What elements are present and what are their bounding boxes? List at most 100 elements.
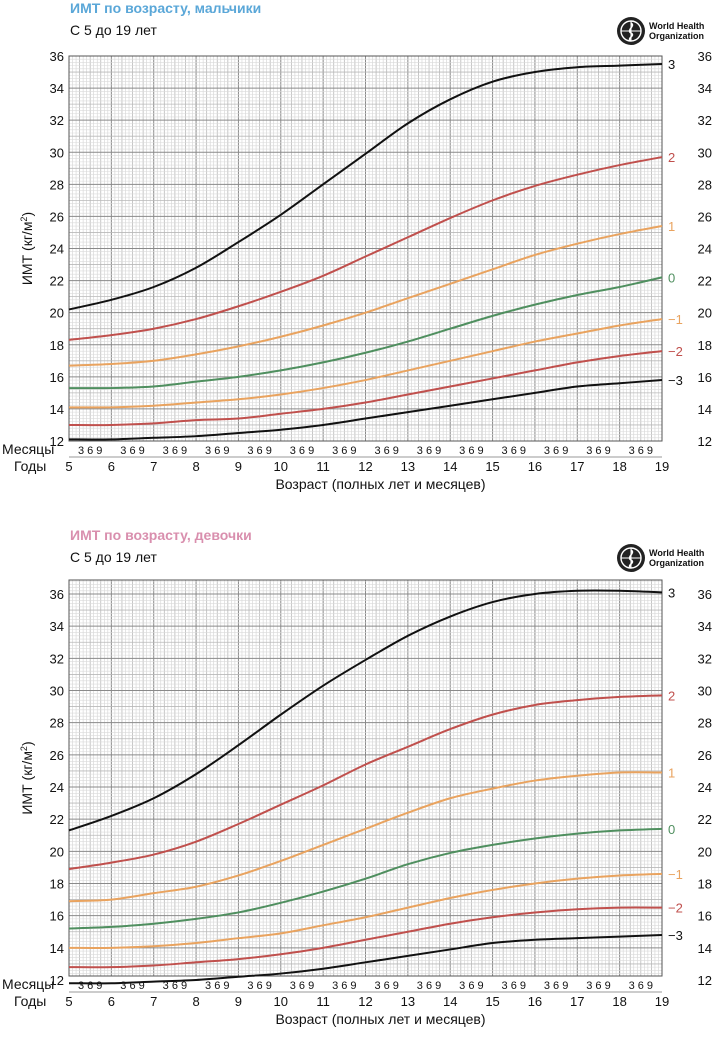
x-tick-label: 19 [655,994,669,1009]
y-tick-label-right: 36 [698,49,712,64]
month-ticks: 3 6 9 [332,980,356,992]
who-logo: World Health Organization [616,543,704,573]
month-ticks: 3 6 9 [163,445,187,457]
month-ticks: 3 6 9 [205,980,229,992]
y-tick-label-left: 24 [50,242,64,257]
y-axis-label: ИМТ (кг/м2) [19,741,35,814]
month-ticks: 3 6 9 [586,445,610,457]
series-label: −3 [668,373,683,388]
x-tick-label: 13 [401,459,415,474]
x-tick-label: 11 [316,459,330,474]
months-row-label: Месяцы [2,976,54,992]
x-tick-label: 9 [235,994,242,1009]
x-tick-label: 8 [192,459,199,474]
x-tick-label: 11 [316,994,330,1009]
y-tick-label-left: 36 [50,49,64,64]
series-label: −2 [668,344,683,359]
y-tick-label-left: 32 [50,651,64,666]
month-ticks: 3 6 9 [459,445,483,457]
y-tick-label-right: 14 [698,941,712,956]
series-label: −1 [668,867,683,882]
y-tick-label-right: 32 [698,113,712,128]
series-line-z1 [68,225,663,367]
series-line-z2 [68,694,663,871]
month-ticks: 3 6 9 [374,445,398,457]
y-tick-label-left: 36 [50,587,64,602]
series-label: 3 [668,585,675,600]
y-tick-label-left: 26 [50,748,64,763]
series-label: −3 [668,928,683,943]
x-tick-label: 10 [274,459,288,474]
who-logo-line1: World Health [649,21,705,31]
x-tick-label: 14 [443,459,457,474]
who-logo-line2: Organization [649,31,705,41]
y-tick-label-right: 20 [698,844,712,859]
y-tick-label-left: 14 [50,402,64,417]
x-tick-label: 15 [485,994,499,1009]
y-tick-label-left: 20 [50,844,64,859]
y-tick-label-left: 14 [50,941,64,956]
series-line-zminus1 [68,872,663,949]
chart-subtitle: С 5 до 19 лет [70,549,157,565]
y-tick-label-left: 18 [50,877,64,892]
y-tick-label-right: 34 [698,619,712,634]
series-label: −2 [668,901,683,916]
y-axis-label: ИМТ (кг/м2) [19,212,35,285]
years-row-label: Годы [14,458,46,474]
who-logo-line1: World Health [649,548,705,558]
x-tick-label: 10 [274,994,288,1009]
series-line-z3 [68,589,663,832]
y-tick-label-left: 24 [50,780,64,795]
y-tick-label-right: 22 [698,812,712,827]
x-tick-label: 5 [65,459,72,474]
month-ticks: 3 6 9 [544,980,568,992]
who-logo-text: World Health Organization [649,21,704,41]
month-ticks: 3 6 9 [459,980,483,992]
y-tick-label-left: 12 [50,434,64,449]
years-row-label: Годы [14,993,46,1009]
x-tick-label: 15 [485,459,499,474]
x-tick-label: 17 [570,994,584,1009]
month-ticks: 3 6 9 [332,445,356,457]
y-tick-label-right: 12 [698,434,712,449]
y-tick-label-left: 26 [50,209,64,224]
months-row-label: Месяцы [2,441,54,457]
month-ticks: 3 6 9 [290,980,314,992]
who-logo-line2: Organization [649,558,705,568]
x-tick-label: 18 [612,994,626,1009]
y-tick-label-left: 18 [50,338,64,353]
series-line-z1 [68,771,663,903]
y-tick-label-left: 30 [50,684,64,699]
month-ticks: 3 6 9 [163,980,187,992]
y-tick-label-left: 16 [50,370,64,385]
month-ticks: 3 6 9 [78,445,102,457]
x-tick-label: 9 [235,459,242,474]
y-tick-label-right: 16 [698,370,712,385]
series-label: 0 [668,822,675,837]
y-tick-label-left: 28 [50,177,64,192]
month-ticks: 3 6 9 [417,980,441,992]
y-tick-label-right: 18 [698,338,712,353]
series-label: −1 [668,312,683,327]
y-tick-label-left: 16 [50,909,64,924]
month-ticks: 3 6 9 [247,445,271,457]
month-ticks: 3 6 9 [502,980,526,992]
series-line-zminus3 [68,933,663,985]
y-tick-label-right: 18 [698,877,712,892]
x-tick-label: 8 [192,994,199,1009]
y-tick-label-right: 26 [698,209,712,224]
x-tick-label: 7 [150,994,157,1009]
x-tick-label: 13 [401,994,415,1009]
y-tick-label-right: 26 [698,748,712,763]
x-tick-label: 6 [108,459,115,474]
chart-subtitle: С 5 до 19 лет [70,22,157,38]
who-emblem-icon [617,17,645,45]
y-tick-label-left: 32 [50,113,64,128]
series-line-zminus1 [68,318,663,409]
y-tick-label-right: 30 [698,684,712,699]
month-ticks: 3 6 9 [502,445,526,457]
y-tick-label-left: 20 [50,306,64,321]
y-tick-label-left: 22 [50,812,64,827]
y-tick-label-right: 22 [698,274,712,289]
